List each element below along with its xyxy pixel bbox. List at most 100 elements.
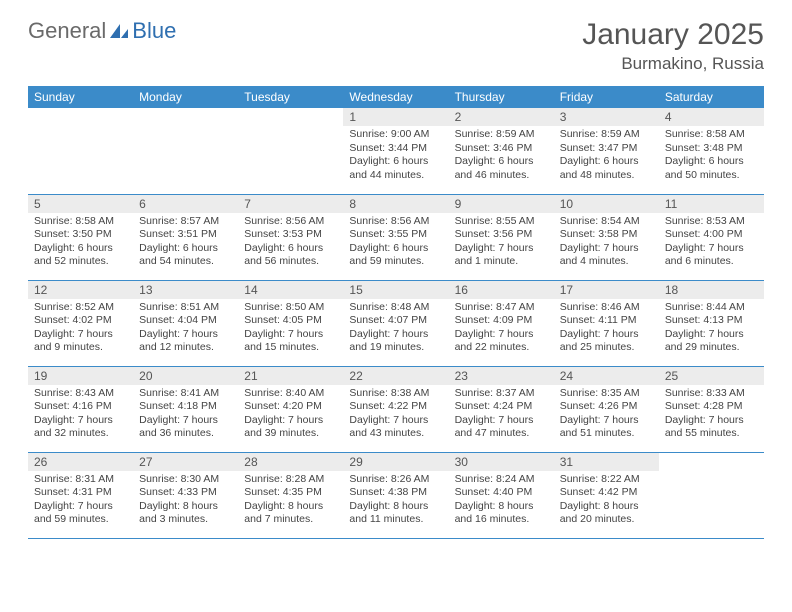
day-body: Sunrise: 8:59 AMSunset: 3:46 PMDaylight:… <box>449 126 554 187</box>
sunrise-text: Sunrise: 8:59 AM <box>455 128 548 142</box>
day-body: Sunrise: 8:33 AMSunset: 4:28 PMDaylight:… <box>659 385 764 446</box>
sunset-text: Sunset: 3:51 PM <box>139 228 232 242</box>
day-number: 24 <box>554 367 659 385</box>
sunrise-text: Sunrise: 8:43 AM <box>34 387 127 401</box>
sunrise-text: Sunrise: 8:53 AM <box>665 215 758 229</box>
calendar-day-cell: 18Sunrise: 8:44 AMSunset: 4:13 PMDayligh… <box>659 280 764 366</box>
day-body: Sunrise: 8:44 AMSunset: 4:13 PMDaylight:… <box>659 299 764 360</box>
day-number: 5 <box>28 195 133 213</box>
weekday-header: Wednesday <box>343 86 448 108</box>
calendar-week: 5Sunrise: 8:58 AMSunset: 3:50 PMDaylight… <box>28 194 764 280</box>
day-body: Sunrise: 8:51 AMSunset: 4:04 PMDaylight:… <box>133 299 238 360</box>
day-body <box>659 457 764 463</box>
day-body <box>238 112 343 118</box>
sunset-text: Sunset: 4:31 PM <box>34 486 127 500</box>
day-number: 25 <box>659 367 764 385</box>
sunset-text: Sunset: 4:38 PM <box>349 486 442 500</box>
sunrise-text: Sunrise: 8:28 AM <box>244 473 337 487</box>
day-number: 26 <box>28 453 133 471</box>
day-body: Sunrise: 8:24 AMSunset: 4:40 PMDaylight:… <box>449 471 554 532</box>
sunset-text: Sunset: 4:11 PM <box>560 314 653 328</box>
sunset-text: Sunset: 4:02 PM <box>34 314 127 328</box>
sunrise-text: Sunrise: 8:47 AM <box>455 301 548 315</box>
daylight-text: Daylight: 7 hours and 1 minute. <box>455 242 548 269</box>
daylight-text: Daylight: 8 hours and 11 minutes. <box>349 500 442 527</box>
calendar-day-cell: 26 Sunrise: 8:31 AMSunset: 4:31 PMDayligh… <box>28 452 133 538</box>
daylight-text: Daylight: 7 hours and 29 minutes. <box>665 328 758 355</box>
day-number: 28 <box>238 453 343 471</box>
day-body: Sunrise: 8:46 AMSunset: 4:11 PMDaylight:… <box>554 299 659 360</box>
day-number: 6 <box>133 195 238 213</box>
logo: General Blue <box>28 18 176 44</box>
calendar-day-cell <box>133 108 238 194</box>
day-body: Sunrise: 8:56 AMSunset: 3:53 PMDaylight:… <box>238 213 343 274</box>
sunset-text: Sunset: 4:20 PM <box>244 400 337 414</box>
day-number: 8 <box>343 195 448 213</box>
calendar-day-cell: 24Sunrise: 8:35 AMSunset: 4:26 PMDayligh… <box>554 366 659 452</box>
day-body: Sunrise: 8:59 AMSunset: 3:47 PMDaylight:… <box>554 126 659 187</box>
daylight-text: Daylight: 8 hours and 16 minutes. <box>455 500 548 527</box>
day-body <box>133 112 238 118</box>
calendar-day-cell: 27Sunrise: 8:30 AMSunset: 4:33 PMDayligh… <box>133 452 238 538</box>
daylight-text: Daylight: 7 hours and 12 minutes. <box>139 328 232 355</box>
day-body: Sunrise: 8:30 AMSunset: 4:33 PMDaylight:… <box>133 471 238 532</box>
sunset-text: Sunset: 3:46 PM <box>455 142 548 156</box>
day-body: Sunrise: 8:48 AMSunset: 4:07 PMDaylight:… <box>343 299 448 360</box>
daylight-text: Daylight: 7 hours and 36 minutes. <box>139 414 232 441</box>
day-body: Sunrise: 8:22 AMSunset: 4:42 PMDaylight:… <box>554 471 659 532</box>
daylight-text: Daylight: 7 hours and 15 minutes. <box>244 328 337 355</box>
day-body: Sunrise: 8:56 AMSunset: 3:55 PMDaylight:… <box>343 213 448 274</box>
weekday-header: Saturday <box>659 86 764 108</box>
sunset-text: Sunset: 3:53 PM <box>244 228 337 242</box>
day-number: 14 <box>238 281 343 299</box>
sunset-text: Sunset: 4:28 PM <box>665 400 758 414</box>
sunrise-text: Sunrise: 8:31 AM <box>34 473 127 487</box>
daylight-text: Daylight: 8 hours and 20 minutes. <box>560 500 653 527</box>
sunset-text: Sunset: 4:09 PM <box>455 314 548 328</box>
sunrise-text: Sunrise: 8:22 AM <box>560 473 653 487</box>
calendar-day-cell: 14Sunrise: 8:50 AMSunset: 4:05 PMDayligh… <box>238 280 343 366</box>
sunrise-text: Sunrise: 8:33 AM <box>665 387 758 401</box>
day-number: 23 <box>449 367 554 385</box>
daylight-text: Daylight: 8 hours and 3 minutes. <box>139 500 232 527</box>
location: Burmakino, Russia <box>582 54 764 74</box>
day-number: 16 <box>449 281 554 299</box>
calendar-day-cell: 4Sunrise: 8:58 AMSunset: 3:48 PMDaylight… <box>659 108 764 194</box>
calendar-day-cell: 6Sunrise: 8:57 AMSunset: 3:51 PMDaylight… <box>133 194 238 280</box>
day-number: 17 <box>554 281 659 299</box>
day-number: 11 <box>659 195 764 213</box>
sunrise-text: Sunrise: 8:37 AM <box>455 387 548 401</box>
daylight-text: Daylight: 7 hours and 19 minutes. <box>349 328 442 355</box>
sunrise-text: Sunrise: 8:35 AM <box>560 387 653 401</box>
calendar-week: 12Sunrise: 8:52 AMSunset: 4:02 PMDayligh… <box>28 280 764 366</box>
daylight-text: Daylight: 7 hours and 59 minutes. <box>34 500 127 527</box>
sunset-text: Sunset: 3:44 PM <box>349 142 442 156</box>
day-body: Sunrise: 8:52 AMSunset: 4:02 PMDaylight:… <box>28 299 133 360</box>
calendar-table: SundayMondayTuesdayWednesdayThursdayFrid… <box>28 86 764 539</box>
day-body: Sunrise: 8:55 AMSunset: 3:56 PMDaylight:… <box>449 213 554 274</box>
day-number: 27 <box>133 453 238 471</box>
calendar-day-cell: 8Sunrise: 8:56 AMSunset: 3:55 PMDaylight… <box>343 194 448 280</box>
calendar-body: 1Sunrise: 9:00 AMSunset: 3:44 PMDaylight… <box>28 108 764 538</box>
sunrise-text: Sunrise: 8:57 AM <box>139 215 232 229</box>
sunrise-text: Sunrise: 8:41 AM <box>139 387 232 401</box>
day-number: 29 <box>343 453 448 471</box>
calendar-week: 26Sunrise: 8:31 AMSunset: 4:31 PMDayligh… <box>28 452 764 538</box>
day-body: Sunrise: 8:35 AMSunset: 4:26 PMDaylight:… <box>554 385 659 446</box>
sunset-text: Sunset: 4:00 PM <box>665 228 758 242</box>
day-number: 30 <box>449 453 554 471</box>
calendar-day-cell: 22Sunrise: 8:38 AMSunset: 4:22 PMDayligh… <box>343 366 448 452</box>
calendar-day-cell: 12Sunrise: 8:52 AMSunset: 4:02 PMDayligh… <box>28 280 133 366</box>
sunrise-text: Sunrise: 8:52 AM <box>34 301 127 315</box>
day-body: Sunrise: 8:37 AMSunset: 4:24 PMDaylight:… <box>449 385 554 446</box>
sunset-text: Sunset: 3:58 PM <box>560 228 653 242</box>
sunrise-text: Sunrise: 8:59 AM <box>560 128 653 142</box>
daylight-text: Daylight: 7 hours and 22 minutes. <box>455 328 548 355</box>
sunrise-text: Sunrise: 8:58 AM <box>34 215 127 229</box>
calendar-day-cell <box>28 108 133 194</box>
sunrise-text: Sunrise: 8:56 AM <box>349 215 442 229</box>
day-body: Sunrise: 8:58 AMSunset: 3:48 PMDaylight:… <box>659 126 764 187</box>
sunset-text: Sunset: 4:24 PM <box>455 400 548 414</box>
daylight-text: Daylight: 6 hours and 48 minutes. <box>560 155 653 182</box>
day-body: Sunrise: 9:00 AMSunset: 3:44 PMDaylight:… <box>343 126 448 187</box>
